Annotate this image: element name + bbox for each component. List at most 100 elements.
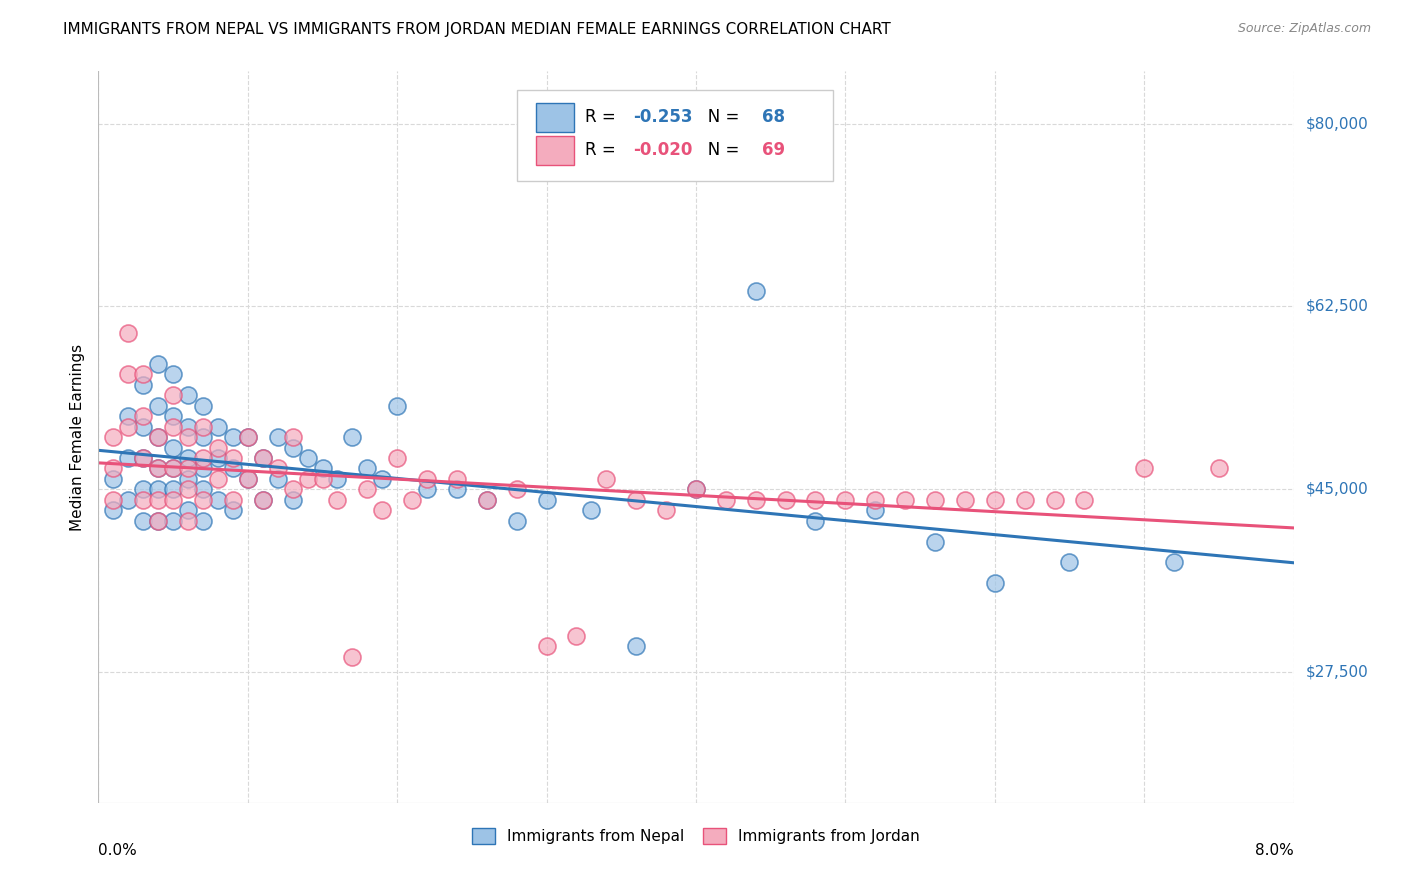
Point (162, 483, 184, 497)
Point (132, 483, 155, 497)
Point (536, 639, 558, 653)
Point (342, 430, 364, 444)
Point (804, 492, 827, 507)
Point (475, 492, 498, 507)
Point (177, 503, 200, 517)
Point (162, 461, 184, 475)
Point (103, 492, 125, 507)
Point (281, 441, 304, 455)
Point (162, 388, 184, 402)
Point (132, 514, 155, 528)
Point (236, 430, 259, 444)
Point (326, 472, 349, 486)
Point (371, 472, 394, 486)
Point (775, 492, 797, 507)
Point (385, 450, 409, 465)
Point (326, 492, 349, 507)
Point (834, 492, 856, 507)
Text: R =: R = (585, 109, 621, 127)
Text: -0.020: -0.020 (633, 141, 692, 160)
Text: -0.253: -0.253 (633, 109, 692, 127)
FancyBboxPatch shape (536, 103, 574, 132)
Point (103, 461, 125, 475)
Point (148, 483, 170, 497)
Y-axis label: Median Female Earnings: Median Female Earnings (69, 343, 84, 531)
Point (117, 326, 139, 340)
Point (297, 472, 319, 486)
Point (385, 399, 409, 413)
Text: $80,000: $80,000 (1306, 116, 1368, 131)
Point (132, 409, 155, 424)
Point (506, 483, 529, 497)
FancyBboxPatch shape (536, 136, 574, 165)
Point (148, 461, 170, 475)
Point (281, 430, 304, 444)
Legend: Immigrants from Nepal, Immigrants from Jordan: Immigrants from Nepal, Immigrants from J… (465, 822, 927, 850)
Point (148, 357, 170, 371)
Point (236, 472, 259, 486)
Point (191, 399, 214, 413)
Point (103, 430, 125, 444)
Point (236, 472, 259, 486)
Point (222, 503, 245, 517)
Point (401, 492, 423, 507)
Point (311, 461, 333, 475)
Point (191, 450, 214, 465)
Text: 0.0%: 0.0% (98, 843, 138, 858)
Point (267, 472, 290, 486)
Point (1163, 556, 1185, 570)
Text: $62,500: $62,500 (1306, 299, 1368, 314)
Point (191, 514, 214, 528)
Point (581, 503, 603, 517)
Text: IMMIGRANTS FROM NEPAL VS IMMIGRANTS FROM JORDAN MEDIAN FEMALE EARNINGS CORRELATI: IMMIGRANTS FROM NEPAL VS IMMIGRANTS FROM… (63, 22, 891, 37)
Point (626, 639, 648, 653)
Point (297, 450, 319, 465)
Point (1208, 461, 1230, 475)
Point (222, 450, 245, 465)
Point (162, 409, 184, 424)
Point (117, 492, 139, 507)
Point (924, 492, 946, 507)
Point (132, 368, 155, 382)
Point (177, 472, 200, 486)
Point (1073, 492, 1095, 507)
Point (148, 514, 170, 528)
Point (894, 492, 917, 507)
Point (222, 430, 245, 444)
Point (1059, 556, 1081, 570)
Point (177, 514, 200, 528)
Point (162, 461, 184, 475)
Point (446, 472, 468, 486)
Text: N =: N = (692, 141, 745, 160)
Point (207, 492, 229, 507)
FancyBboxPatch shape (517, 90, 834, 181)
Point (252, 492, 274, 507)
Point (236, 430, 259, 444)
Point (191, 419, 214, 434)
Point (177, 419, 200, 434)
Point (191, 492, 214, 507)
Point (714, 492, 737, 507)
Point (177, 430, 200, 444)
Point (252, 450, 274, 465)
Point (162, 419, 184, 434)
Point (252, 450, 274, 465)
Point (416, 472, 439, 486)
Point (222, 461, 245, 475)
Point (148, 514, 170, 528)
Point (148, 430, 170, 444)
Text: 8.0%: 8.0% (1254, 843, 1294, 858)
Point (117, 409, 139, 424)
Point (177, 388, 200, 402)
Text: N =: N = (692, 109, 745, 127)
Point (416, 483, 439, 497)
Point (132, 450, 155, 465)
Point (475, 492, 498, 507)
Point (953, 492, 976, 507)
Point (117, 419, 139, 434)
Point (536, 492, 558, 507)
Point (356, 483, 378, 497)
Text: $45,000: $45,000 (1306, 482, 1368, 497)
Point (984, 576, 1007, 591)
Point (924, 534, 946, 549)
